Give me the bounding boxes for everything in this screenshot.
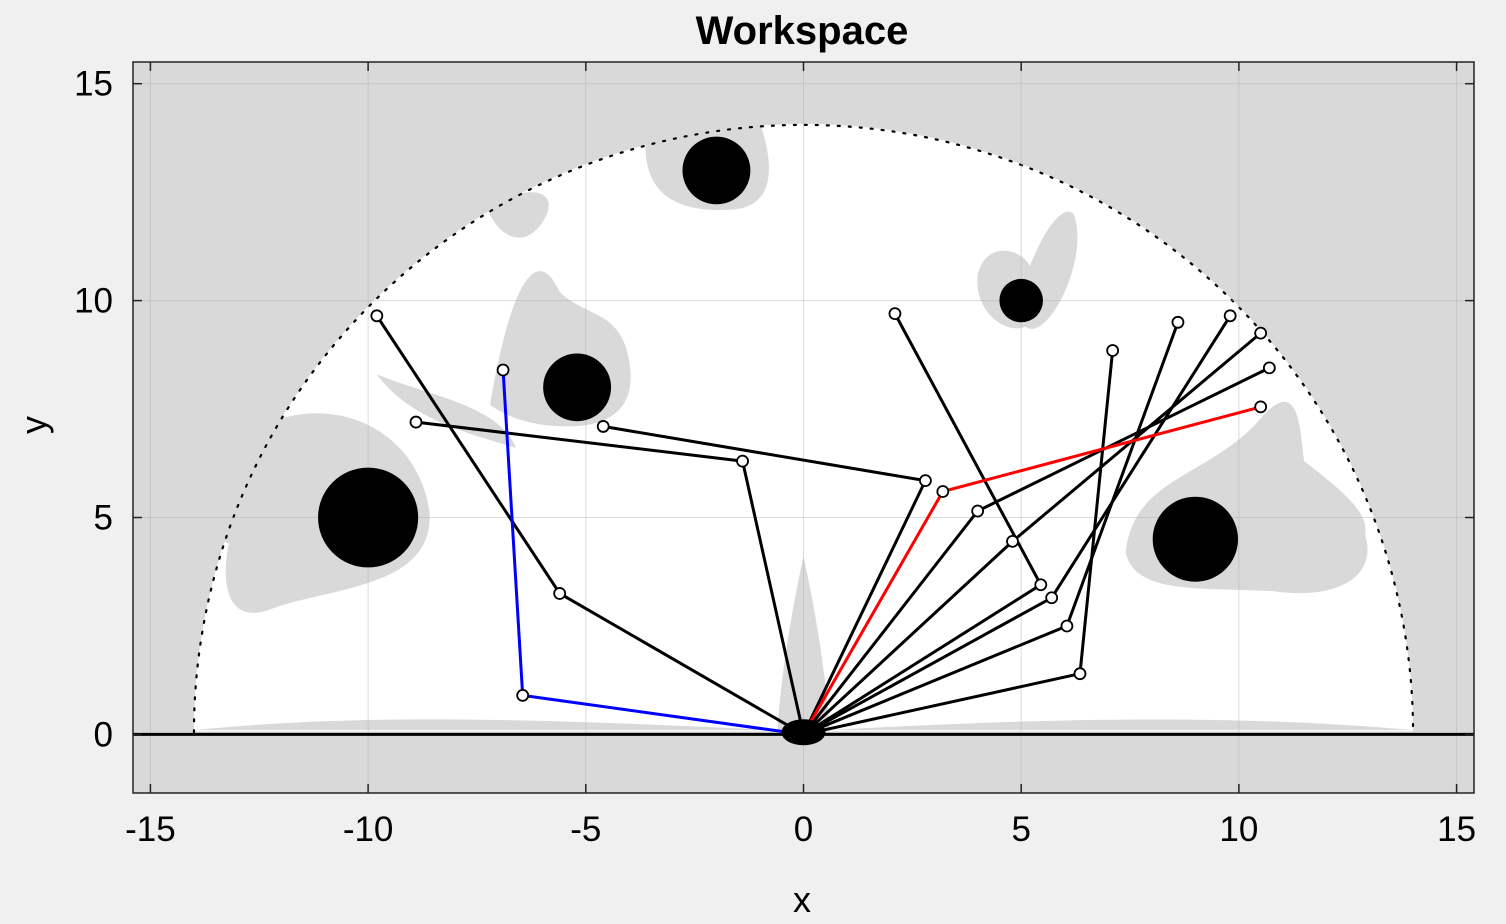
y-axis-label: y [13, 416, 54, 434]
axes [132, 61, 1475, 794]
x-tick-label: 10 [1219, 810, 1258, 849]
obstacle [318, 467, 419, 568]
arm-joint [553, 587, 567, 600]
x-tick-label: -15 [125, 810, 176, 849]
chart-title: Workspace [696, 9, 909, 53]
y-tick-label: 5 [94, 499, 113, 538]
arm-joint [1006, 534, 1019, 548]
x-tick-labels: -15 -10 -5 0 5 10 15 [125, 810, 1476, 849]
y-tick-label: 10 [74, 282, 113, 321]
arm-joint [1060, 619, 1074, 633]
x-tick-label: 15 [1437, 810, 1476, 849]
obstacle [999, 278, 1043, 323]
arm-joint [409, 415, 423, 429]
arm-joint [1262, 361, 1276, 375]
arm-joint [919, 474, 932, 488]
y-tick-labels: 0 5 10 15 [74, 65, 113, 755]
obstacle [543, 353, 612, 422]
obstacle [1152, 496, 1239, 582]
arm-joint [971, 504, 985, 518]
x-tick-label: 0 [794, 810, 813, 849]
arm-joint [1106, 344, 1120, 357]
arm-joint [1254, 326, 1268, 340]
collision-region-8 [777, 556, 830, 731]
arm-joint [596, 420, 610, 433]
y-tick-label: 0 [94, 715, 113, 754]
y-tick-label: 15 [74, 65, 113, 104]
x-tick-label: -10 [343, 810, 394, 849]
arm-base [781, 719, 826, 746]
arm-joint [736, 454, 749, 468]
plot-area [133, 62, 1474, 793]
robot-arms [370, 307, 1276, 746]
x-axis-label: x [793, 879, 811, 920]
arm-joint [936, 485, 950, 498]
x-tick-label: 5 [1011, 810, 1030, 849]
arm-joint [1223, 309, 1237, 323]
arm-joint [888, 307, 902, 321]
arm-joint [516, 688, 530, 702]
reach-boundary [192, 123, 1415, 734]
arm-joint [1073, 667, 1087, 681]
obstacle [682, 136, 751, 205]
reachable-workspace [193, 124, 1414, 732]
arm-joint [1171, 315, 1185, 329]
arm-joint [1045, 591, 1059, 605]
arm-joint [496, 363, 510, 377]
arm-joint [1254, 400, 1268, 414]
x-tick-label: -5 [570, 810, 601, 849]
collision-region-9 [193, 719, 778, 731]
collision-region-10 [829, 719, 1414, 731]
arm-joint [1034, 578, 1048, 592]
arm-joint [370, 309, 384, 323]
